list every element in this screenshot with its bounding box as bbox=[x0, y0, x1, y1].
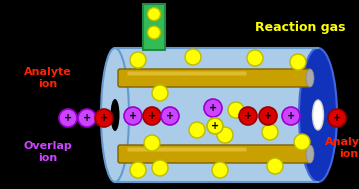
Circle shape bbox=[95, 109, 113, 127]
Circle shape bbox=[267, 158, 283, 174]
Circle shape bbox=[130, 162, 146, 178]
Circle shape bbox=[161, 107, 179, 125]
Text: +: + bbox=[264, 111, 272, 121]
Ellipse shape bbox=[312, 100, 323, 130]
Circle shape bbox=[239, 107, 257, 125]
Text: +: + bbox=[211, 121, 219, 131]
Text: Analyte
ion: Analyte ion bbox=[325, 137, 359, 159]
FancyBboxPatch shape bbox=[127, 147, 247, 152]
Ellipse shape bbox=[101, 48, 129, 182]
Circle shape bbox=[228, 102, 244, 118]
Bar bbox=[115, 48, 318, 182]
Circle shape bbox=[259, 107, 277, 125]
Ellipse shape bbox=[111, 99, 120, 131]
Circle shape bbox=[247, 50, 263, 66]
Text: +: + bbox=[333, 113, 341, 123]
FancyBboxPatch shape bbox=[127, 71, 247, 75]
Circle shape bbox=[143, 107, 161, 125]
Text: Analyte
ion: Analyte ion bbox=[24, 67, 72, 89]
Circle shape bbox=[217, 127, 233, 143]
Text: +: + bbox=[148, 111, 156, 121]
Circle shape bbox=[212, 162, 228, 178]
Circle shape bbox=[290, 54, 306, 70]
Circle shape bbox=[294, 134, 310, 150]
Circle shape bbox=[152, 85, 168, 101]
Text: +: + bbox=[166, 111, 174, 121]
Ellipse shape bbox=[299, 48, 337, 182]
Circle shape bbox=[59, 109, 77, 127]
Text: +: + bbox=[100, 113, 108, 123]
Text: +: + bbox=[209, 103, 217, 113]
Text: Reaction gas: Reaction gas bbox=[255, 22, 345, 35]
Circle shape bbox=[262, 124, 278, 140]
Circle shape bbox=[204, 99, 222, 117]
Text: +: + bbox=[244, 111, 252, 121]
Circle shape bbox=[148, 26, 160, 39]
Text: +: + bbox=[83, 113, 91, 123]
Circle shape bbox=[78, 109, 96, 127]
Text: +: + bbox=[64, 113, 72, 123]
FancyBboxPatch shape bbox=[118, 69, 310, 87]
Text: +: + bbox=[129, 111, 137, 121]
Circle shape bbox=[185, 49, 201, 65]
Circle shape bbox=[189, 122, 205, 138]
Circle shape bbox=[328, 109, 346, 127]
Circle shape bbox=[148, 8, 160, 21]
Bar bbox=[143, 4, 165, 50]
FancyBboxPatch shape bbox=[118, 145, 310, 163]
Ellipse shape bbox=[306, 145, 314, 163]
Circle shape bbox=[282, 107, 300, 125]
Circle shape bbox=[124, 107, 142, 125]
Circle shape bbox=[130, 52, 146, 68]
Text: +: + bbox=[287, 111, 295, 121]
Circle shape bbox=[152, 160, 168, 176]
Text: Overlap
ion: Overlap ion bbox=[24, 141, 73, 163]
Circle shape bbox=[207, 118, 223, 134]
Ellipse shape bbox=[306, 69, 314, 87]
Circle shape bbox=[144, 135, 160, 151]
